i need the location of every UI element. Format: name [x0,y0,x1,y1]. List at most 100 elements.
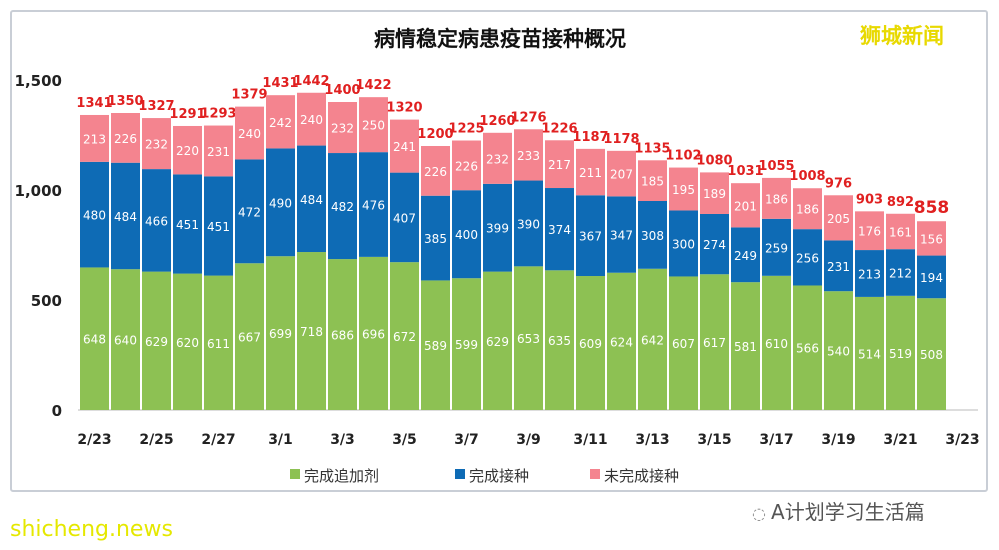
x-tick-label: 2/23 [77,432,111,448]
data-label: 508 [920,348,943,362]
bar-segment-1 [204,275,233,410]
x-tick-label: 3/11 [573,432,607,448]
bar-segment-3 [390,119,419,173]
data-label: 226 [114,132,137,146]
data-label: 599 [455,338,478,352]
data-label: 212 [889,267,912,281]
data-label: 232 [486,152,509,166]
total-label: 1350 [107,94,143,109]
bar-segment-2 [824,240,853,292]
data-label: 367 [579,230,602,244]
bar-segment-2 [235,159,264,264]
bar-segment-3 [886,213,915,250]
data-label: 629 [145,335,168,349]
data-label: 589 [424,339,447,353]
data-label: 484 [114,210,137,224]
data-label: 195 [672,183,695,197]
x-tick-label: 3/21 [883,432,917,448]
data-label: 232 [331,122,354,136]
watermark-top-right: 狮城新闻 [860,24,944,48]
x-tick-label: 3/9 [516,432,541,448]
bar-segment-1 [235,263,264,410]
total-label: 1200 [417,127,453,142]
bar-segment-2 [390,172,419,263]
bar-segment-2 [576,195,605,277]
watermark-bottom-left: shicheng.news [10,517,173,542]
data-label: 213 [83,132,106,146]
data-label: 480 [83,209,106,223]
bar-segment-3 [700,172,729,214]
total-label: 1080 [696,153,732,168]
bar-segment-1 [545,270,574,410]
data-label: 194 [920,271,943,285]
data-label: 653 [517,332,540,346]
data-label: 231 [827,260,850,274]
bar-segment-3 [111,113,140,163]
bar-segment-3 [328,102,357,154]
x-tick-label: 3/3 [330,432,355,448]
y-tick-label: 1,000 [15,182,62,200]
total-label: 1178 [603,132,639,147]
x-tick-label: 3/1 [268,432,293,448]
bar-segment-1 [173,273,202,410]
bar-segment-1 [452,278,481,410]
y-tick-label: 500 [31,292,62,310]
total-label: 1055 [758,159,794,174]
data-label: 617 [703,336,726,350]
bar-segment-3 [762,177,791,219]
bar-segment-1 [142,271,171,410]
legend-label: 完成接种 [469,467,529,485]
data-label: 451 [207,220,230,234]
bar-segment-2 [514,180,543,267]
bar-segment-1 [421,280,450,410]
data-label: 242 [269,116,292,130]
bar-segment-3 [731,183,760,228]
data-label: 220 [176,144,199,158]
bar-segment-2 [204,176,233,276]
y-tick-label: 0 [52,402,62,420]
data-label: 484 [300,193,323,207]
total-label: 1102 [665,149,701,164]
bar-segment-1 [607,272,636,410]
bar-segment-2 [142,169,171,272]
y-tick-label: 1,500 [15,72,62,90]
data-label: 607 [672,337,695,351]
data-label: 374 [548,223,571,237]
bar-segment-1 [266,256,295,410]
total-label: 1225 [448,122,484,137]
data-label: 226 [424,165,447,179]
data-label: 233 [517,149,540,163]
total-label: 1341 [76,96,112,111]
legend-label: 未完成接种 [604,467,679,485]
data-label: 624 [610,335,633,349]
total-label: 1422 [355,78,391,93]
total-label: 1291 [169,107,205,122]
data-label: 300 [672,237,695,251]
data-label: 672 [393,330,416,344]
bar-segment-1 [669,276,698,410]
data-label: 176 [858,225,881,239]
data-label: 241 [393,140,416,154]
bar-segment-1 [483,271,512,410]
x-tick-label: 2/25 [139,432,173,448]
data-label: 610 [765,337,788,351]
data-label: 232 [145,138,168,152]
bar-segment-3 [204,125,233,177]
bar-segment-3 [235,106,264,160]
data-label: 186 [796,203,819,217]
data-label: 451 [176,218,199,232]
total-label: 1320 [386,101,422,116]
data-label: 472 [238,205,261,219]
data-label: 648 [83,333,106,347]
bar-segment-3 [359,97,388,153]
data-label: 609 [579,337,602,351]
bar-segment-2 [297,145,326,253]
data-label: 240 [300,113,323,127]
bar-segment-1 [576,276,605,410]
bar-segment-3 [638,160,667,201]
x-tick-label: 3/19 [821,432,855,448]
data-label: 156 [920,232,943,246]
bar-segment-1 [824,291,853,410]
x-tick-label: 3/23 [945,432,979,448]
